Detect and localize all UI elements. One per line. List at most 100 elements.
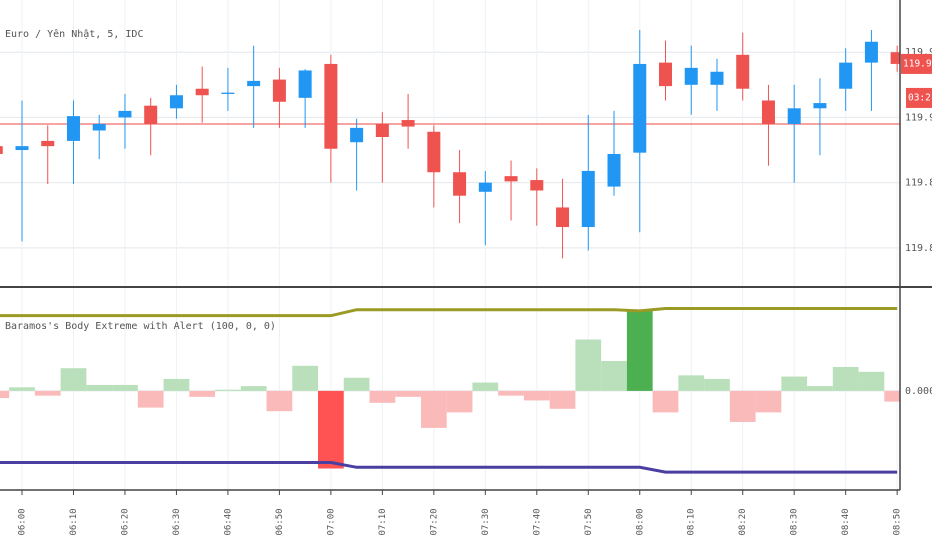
x-tick-label: 08:30 <box>790 508 800 535</box>
histogram-bar <box>807 386 833 391</box>
candle-body <box>15 146 29 151</box>
x-tick-label: 06:30 <box>172 508 182 535</box>
candle-body <box>761 100 775 124</box>
candle-body <box>556 207 570 228</box>
y-tick-label: 119.850 <box>905 178 932 189</box>
histogram-bar <box>86 384 113 391</box>
indicator-pane <box>0 306 900 474</box>
candle-body <box>195 88 209 96</box>
candle-body <box>633 63 647 153</box>
histogram-bar <box>858 371 885 391</box>
candle-body <box>247 80 261 87</box>
histogram-bar <box>729 390 756 422</box>
histogram-bar <box>652 390 679 413</box>
candle-body <box>298 70 312 98</box>
candle-body <box>607 153 621 187</box>
x-tick-label: 07:30 <box>481 508 491 535</box>
x-tick-label: 08:10 <box>687 508 697 535</box>
histogram-bar <box>626 309 653 391</box>
threshold-line <box>0 306 898 318</box>
histogram-bar <box>137 390 164 408</box>
histogram-bar <box>369 390 396 403</box>
countdown-label: 03:21 <box>908 92 932 103</box>
candle-body <box>736 54 750 89</box>
histogram-bar <box>755 390 782 413</box>
histogram-bar <box>523 390 550 401</box>
chart-title: Euro / Yên Nhật, 5, IDC <box>5 28 143 40</box>
candle-body <box>221 92 235 94</box>
candle-body <box>684 67 698 85</box>
histogram-bar <box>9 387 35 391</box>
x-tick-label: 08:20 <box>738 508 748 535</box>
histogram-bar <box>60 368 87 391</box>
candle-body <box>530 180 544 191</box>
grid <box>0 0 900 490</box>
candle-body <box>478 182 492 192</box>
y-tick-label: 119.900 <box>905 112 932 123</box>
candle-body <box>324 63 338 149</box>
histogram-bar <box>472 382 499 391</box>
candle-body <box>350 127 364 143</box>
x-tick-label: 07:10 <box>378 508 388 535</box>
candle-body <box>710 71 724 85</box>
histogram-bar <box>215 389 241 391</box>
histogram-bar <box>395 390 421 397</box>
candle-body <box>118 110 132 118</box>
candle-body <box>890 52 900 64</box>
threshold-line <box>0 461 898 474</box>
candle-body <box>453 172 467 196</box>
x-tick-label: 06:20 <box>120 508 130 535</box>
candle-body <box>41 140 55 147</box>
y-tick-label: 119.950 <box>905 47 932 58</box>
y-tick-label: 119.800 <box>905 243 932 254</box>
countdown-box <box>906 87 932 108</box>
histogram-bar <box>446 390 473 413</box>
candle-body <box>581 170 595 228</box>
x-tick-label: 07:00 <box>326 508 336 535</box>
candle-body <box>864 41 878 63</box>
histogram-bar <box>704 378 730 391</box>
histogram-bar <box>0 390 10 399</box>
histogram-bar <box>112 384 138 391</box>
histogram-bar <box>420 390 447 428</box>
last-price-box <box>901 53 932 74</box>
x-tick-label: 07:50 <box>584 508 594 535</box>
x-tick-label: 08:50 <box>893 508 903 535</box>
candle-body <box>427 131 441 173</box>
histogram-bar <box>189 390 216 397</box>
histogram-bar <box>549 390 576 409</box>
candle-body <box>66 116 80 141</box>
indicator-title: Baramos's Body Extreme with Alert (100, … <box>5 321 276 332</box>
histogram-bar <box>575 339 602 391</box>
histogram-bar <box>678 375 705 391</box>
histogram-bar <box>34 390 61 396</box>
histogram-bar <box>266 390 293 412</box>
candle-body <box>659 62 672 87</box>
histogram-bar <box>163 378 190 391</box>
candle-body <box>787 108 801 124</box>
x-tick-label: 08:40 <box>841 508 851 535</box>
histogram-bar <box>781 376 808 391</box>
x-tick-label: 06:10 <box>69 508 79 535</box>
candle-body <box>839 62 853 89</box>
histogram-bar <box>884 390 900 402</box>
histogram-bar <box>292 365 319 391</box>
histogram-bar <box>343 377 370 391</box>
candle-body <box>272 79 286 102</box>
candle-body <box>375 123 389 137</box>
histogram-bar <box>240 386 267 391</box>
x-tick-label: 06:50 <box>275 508 285 535</box>
x-tick-label: 07:20 <box>429 508 439 535</box>
price-pane <box>0 30 900 259</box>
x-tick-label: 06:00 <box>18 508 28 535</box>
histogram-bar <box>498 390 524 396</box>
x-tick-label: 08:00 <box>635 508 645 535</box>
candle-body <box>169 95 183 109</box>
x-tick-label: 07:40 <box>532 508 542 535</box>
candle-body <box>813 103 827 109</box>
y-tick-label: 0.000 <box>905 386 932 397</box>
histogram-bar <box>832 367 859 391</box>
x-tick-label: 06:40 <box>223 508 233 535</box>
candle-body <box>144 105 158 124</box>
